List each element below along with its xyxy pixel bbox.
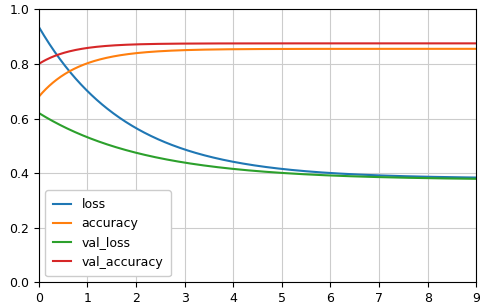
val_loss bbox=[246, 169, 252, 172]
Line: accuracy: accuracy bbox=[39, 49, 476, 97]
val_accuracy bbox=[296, 41, 302, 45]
val_accuracy bbox=[36, 62, 42, 66]
val_loss bbox=[296, 172, 302, 176]
accuracy bbox=[243, 47, 249, 51]
Legend: loss, accuracy, val_loss, val_accuracy: loss, accuracy, val_loss, val_accuracy bbox=[45, 190, 171, 276]
val_accuracy bbox=[463, 41, 469, 45]
accuracy bbox=[273, 47, 278, 51]
val_loss bbox=[36, 111, 42, 115]
Line: val_loss: val_loss bbox=[39, 113, 476, 179]
loss bbox=[246, 163, 252, 166]
val_accuracy bbox=[243, 41, 249, 45]
accuracy bbox=[395, 47, 400, 51]
val_loss bbox=[473, 177, 479, 181]
Line: val_accuracy: val_accuracy bbox=[39, 43, 476, 64]
val_accuracy bbox=[246, 41, 252, 45]
loss bbox=[243, 162, 249, 166]
loss bbox=[463, 176, 469, 179]
loss bbox=[273, 166, 278, 170]
val_loss bbox=[463, 177, 469, 181]
loss bbox=[36, 25, 42, 29]
accuracy bbox=[296, 47, 302, 51]
accuracy bbox=[246, 47, 252, 51]
val_loss bbox=[395, 176, 400, 179]
val_accuracy bbox=[273, 41, 278, 45]
loss bbox=[296, 169, 302, 173]
val_loss bbox=[273, 171, 278, 174]
accuracy bbox=[36, 95, 42, 99]
accuracy bbox=[463, 47, 469, 51]
loss bbox=[473, 176, 479, 179]
val_accuracy bbox=[473, 41, 479, 45]
val_loss bbox=[243, 168, 249, 172]
val_accuracy bbox=[395, 41, 400, 45]
Line: loss: loss bbox=[39, 27, 476, 177]
accuracy bbox=[473, 47, 479, 51]
loss bbox=[395, 174, 400, 178]
